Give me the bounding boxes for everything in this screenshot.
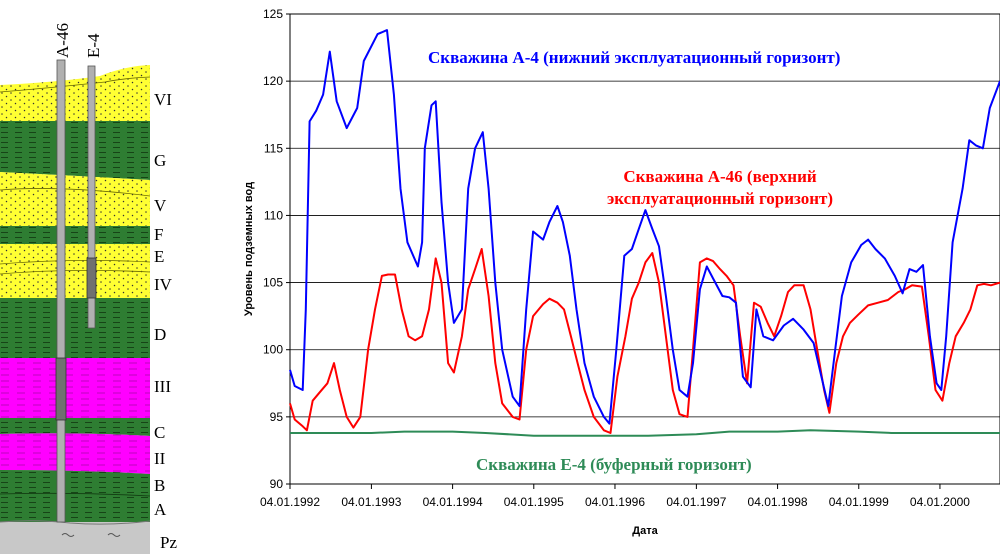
x-tick-label: 04.01.1994 <box>423 495 483 509</box>
layer-label-B: B <box>154 476 165 495</box>
x-tick-label: 04.01.1997 <box>666 495 726 509</box>
x-axis-title: Дата <box>632 525 658 537</box>
x-tick-label: 04.01.1995 <box>504 495 564 509</box>
x-tick-label: 04.01.1998 <box>748 495 808 509</box>
x-tick-label: 04.01.1996 <box>585 495 645 509</box>
y-tick-label: 110 <box>264 208 283 222</box>
unconformity <box>0 520 151 525</box>
basement-wave-1 <box>61 533 75 537</box>
well-casing <box>87 65 96 329</box>
series-label-A4: Скважина A-4 (нижний эксплуатационный го… <box>428 48 840 67</box>
y-tick-label: 95 <box>270 410 284 424</box>
layer-V-lens <box>0 188 151 197</box>
x-tick-label: 04.01.1992 <box>260 495 320 509</box>
series-line-E4 <box>290 429 1000 437</box>
series-line-A4 <box>289 29 1000 425</box>
layer-AB-boundary <box>0 492 151 497</box>
well-label-A46: A-46 <box>53 23 72 58</box>
layer-label-II: II <box>154 449 166 468</box>
x-axis-ticks: 04.01.1992 04.01.1993 04.01.1994 04.01.1995… <box>260 484 970 509</box>
layer-II-pattern <box>0 433 150 474</box>
layer-E-lens <box>0 260 151 275</box>
layer-VI-lens <box>0 76 151 93</box>
layer-VI-pattern <box>0 65 150 121</box>
y-tick-label: 105 <box>263 276 283 290</box>
layer-G-pattern <box>0 121 150 180</box>
y-axis-ticks: 90 95 100 105 110 115 120 125 <box>263 7 290 491</box>
layer-label-Pz: Pz <box>160 533 177 552</box>
basement-wave-2 <box>107 533 121 537</box>
x-tick-label: 04.01.1993 <box>341 495 401 509</box>
gridlines <box>290 13 1000 485</box>
well-screen <box>86 257 97 299</box>
well-label-E4: E-4 <box>84 33 103 58</box>
layer-label-G: G <box>154 151 166 170</box>
series-line-A46 <box>289 248 1000 434</box>
well-casing <box>56 59 66 523</box>
layer-D-pattern <box>0 298 150 358</box>
y-tick-label: 90 <box>270 477 284 491</box>
y-axis-title: Уровень подземных вод <box>243 182 255 316</box>
y-tick-label: 120 <box>263 74 283 88</box>
layer-label-V: V <box>154 196 167 215</box>
y-tick-label: 100 <box>263 343 283 357</box>
layer-label-III: III <box>154 377 171 396</box>
well-screen <box>55 357 67 421</box>
geological-section: A-46 E-4 VI G V F E IV D III C II B A Pz <box>0 23 177 554</box>
layer-label-E: E <box>154 247 164 266</box>
plot-area-frame <box>289 13 1000 485</box>
layer-label-D: D <box>154 325 166 344</box>
layer-BA-pattern <box>0 470 150 522</box>
layer-label-A: A <box>154 500 167 519</box>
layer-label-VI: VI <box>154 90 172 109</box>
layer-label-F: F <box>154 225 163 244</box>
y-tick-label: 115 <box>264 141 283 155</box>
series-label-E4: Скважина E-4 (буферный горизонт) <box>476 455 752 474</box>
x-tick-label: 04.01.2000 <box>910 495 970 509</box>
y-tick-label: 125 <box>263 7 283 21</box>
layer-label-IV: IV <box>154 275 173 294</box>
series-label-A46: Скважина A-46 (верхний эксплуатационный г… <box>607 167 833 208</box>
series-layer <box>289 29 1000 437</box>
layer-label-C: C <box>154 423 165 442</box>
layer-Pz-body <box>0 522 150 554</box>
layer-F-pattern <box>0 226 150 244</box>
layer-C-pattern <box>0 418 150 436</box>
x-tick-label: 04.01.1999 <box>829 495 889 509</box>
layer-III-pattern <box>0 358 150 418</box>
layer-V-pattern <box>0 172 150 226</box>
